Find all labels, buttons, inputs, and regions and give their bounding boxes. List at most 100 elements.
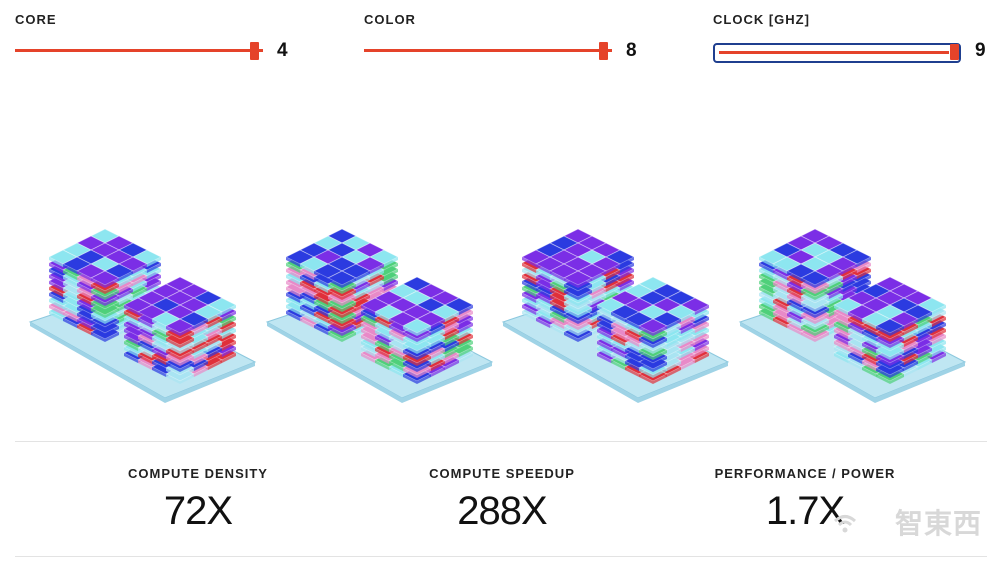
chip-tile-t0-l6-side	[328, 296, 356, 306]
chip-tile-t1-l2-side	[876, 362, 904, 372]
color-value: 8	[626, 40, 637, 61]
chip-tile-t0-l8-side	[801, 284, 829, 294]
chip-tile-t1-l8-side	[403, 326, 431, 336]
chip-tile-t1-l0-side	[639, 374, 667, 384]
metric-compute-speedup: COMPUTE SPEEDUP 288X	[372, 466, 632, 534]
chip-stacks-visualization	[20, 200, 980, 420]
metric-value: 288X	[457, 489, 547, 533]
chip-stack-3	[501, 228, 730, 403]
substrate-edge	[267, 322, 492, 403]
chip-tile-t0-l0-side	[801, 332, 829, 342]
metric-compute-density: COMPUTE DENSITY 72X	[68, 466, 328, 534]
chip-tile-t1-l7-side	[876, 332, 904, 342]
chip-tile-t1-l4-side	[876, 350, 904, 360]
clock-slider[interactable]	[713, 43, 961, 63]
chip-tile-t1-l0-side	[166, 374, 194, 384]
chip-tile-t1-l0-side	[403, 374, 431, 384]
metric-performance-power: PERFORMANCE / POWER 1.7X	[675, 466, 935, 534]
metric-value: 1.7X	[765, 489, 845, 533]
chip-stack-2	[265, 228, 494, 403]
chip-tile-t1-l0-side	[876, 374, 904, 384]
chip-tile-t1-l3-side	[403, 356, 431, 366]
chip-tile-t1-l3-side	[166, 356, 194, 366]
chip-tile-t0-l1-side	[91, 326, 119, 336]
chip-tile-t1-l3-side	[639, 356, 667, 366]
chip-tile-t1-l6-side	[403, 338, 431, 348]
chip-tile-t1-l5-side	[639, 344, 667, 354]
substrate-edge	[30, 322, 255, 403]
chip-tile-t0-l6-side	[91, 296, 119, 306]
chip-tile-t0-l9-side	[564, 278, 592, 288]
clock-slider-track[interactable]	[719, 51, 949, 54]
chip-tile-t0-l2-side	[564, 320, 592, 330]
metric-label: COMPUTE SPEEDUP	[429, 466, 575, 481]
chip-tile-t1-l6-side	[639, 338, 667, 348]
substrate-edge	[503, 322, 728, 403]
clock-value: 9	[975, 40, 986, 61]
chip-tile-t0-l9-side	[328, 278, 356, 288]
core-label: CORE	[15, 12, 57, 27]
substrate-edge	[740, 322, 965, 403]
chip-tile-t0-l0-side	[91, 332, 119, 342]
metric-value: 72X	[163, 489, 233, 533]
chip-stack-4	[738, 228, 967, 403]
chip-tile-t0-l5-side	[801, 302, 829, 312]
chip-tile-t1-l2-side	[403, 362, 431, 372]
chip-tile-t0-l3-side	[801, 314, 829, 324]
metric-label: COMPUTE DENSITY	[128, 466, 268, 481]
chip-tile-t0-l2-side	[328, 320, 356, 330]
chip-tile-t1-l3-side	[876, 356, 904, 366]
chip-tile-t0-l7-side	[801, 290, 829, 300]
core-slider[interactable]	[15, 42, 263, 60]
chip-tile-t0-l3-side	[91, 314, 119, 324]
chip-tile-t1-l1-side	[876, 368, 904, 378]
chip-tile-t1-l8-side	[639, 326, 667, 336]
chip-tile-t0-l3-side	[564, 314, 592, 324]
chip-tile-t0-l7-side	[328, 290, 356, 300]
core-slider-thumb[interactable]	[250, 42, 259, 60]
top-divider	[15, 441, 987, 442]
bottom-divider	[15, 556, 987, 557]
wifi-icon	[833, 515, 857, 533]
chip-tile-t1-l5-side	[403, 344, 431, 354]
chip-tile-t0-l1-side	[564, 326, 592, 336]
chip-tile-t0-l7-side	[91, 290, 119, 300]
color-control: COLOR 8	[364, 0, 654, 80]
chip-tile-t1-l2-side	[166, 362, 194, 372]
chip-tile-t0-l4-side	[801, 308, 829, 318]
chip-tile-t1-l5-side	[166, 344, 194, 354]
chip-tile-t0-l8-side	[91, 284, 119, 294]
chip-tile-t1-l7-side	[639, 332, 667, 342]
core-control: CORE 4	[15, 0, 305, 80]
chip-tile-t1-l4-side	[403, 350, 431, 360]
chip-tile-t0-l5-side	[328, 302, 356, 312]
chip-tile-t0-l8-side	[564, 284, 592, 294]
chip-tile-t0-l9-side	[91, 278, 119, 288]
color-slider[interactable]	[364, 42, 612, 60]
chip-tile-t0-l6-side	[801, 296, 829, 306]
chip-tile-t0-l0-side	[328, 332, 356, 342]
chip-tile-t1-l4-side	[639, 350, 667, 360]
clock-slider-thumb[interactable]	[950, 44, 959, 60]
chip-tile-t1-l1-side	[166, 368, 194, 378]
chip-tile-t0-l3-side	[328, 314, 356, 324]
chip-tile-t0-l9-side	[801, 278, 829, 288]
chip-tile-t0-l5-side	[564, 302, 592, 312]
clock-label: CLOCK [GHZ]	[713, 12, 810, 27]
chip-tile-t0-l2-side	[91, 320, 119, 330]
chip-tile-t1-l6-side	[166, 338, 194, 348]
chip-tile-t1-l8-side	[166, 326, 194, 336]
color-slider-thumb[interactable]	[599, 42, 608, 60]
chip-tile-t1-l6-side	[876, 338, 904, 348]
color-slider-track[interactable]	[364, 49, 612, 52]
chip-stack-1	[28, 228, 257, 403]
chip-tile-t1-l1-side	[639, 368, 667, 378]
core-slider-track[interactable]	[15, 49, 263, 52]
chip-tile-t0-l1-side	[801, 326, 829, 336]
chip-tile-t0-l5-side	[91, 302, 119, 312]
chip-tile-t0-l8-side	[328, 284, 356, 294]
clock-control: CLOCK [GHZ] 9	[713, 0, 1000, 80]
chip-tile-t1-l1-side	[403, 368, 431, 378]
chip-tile-t1-l2-side	[639, 362, 667, 372]
chip-tile-t0-l2-side	[801, 320, 829, 330]
